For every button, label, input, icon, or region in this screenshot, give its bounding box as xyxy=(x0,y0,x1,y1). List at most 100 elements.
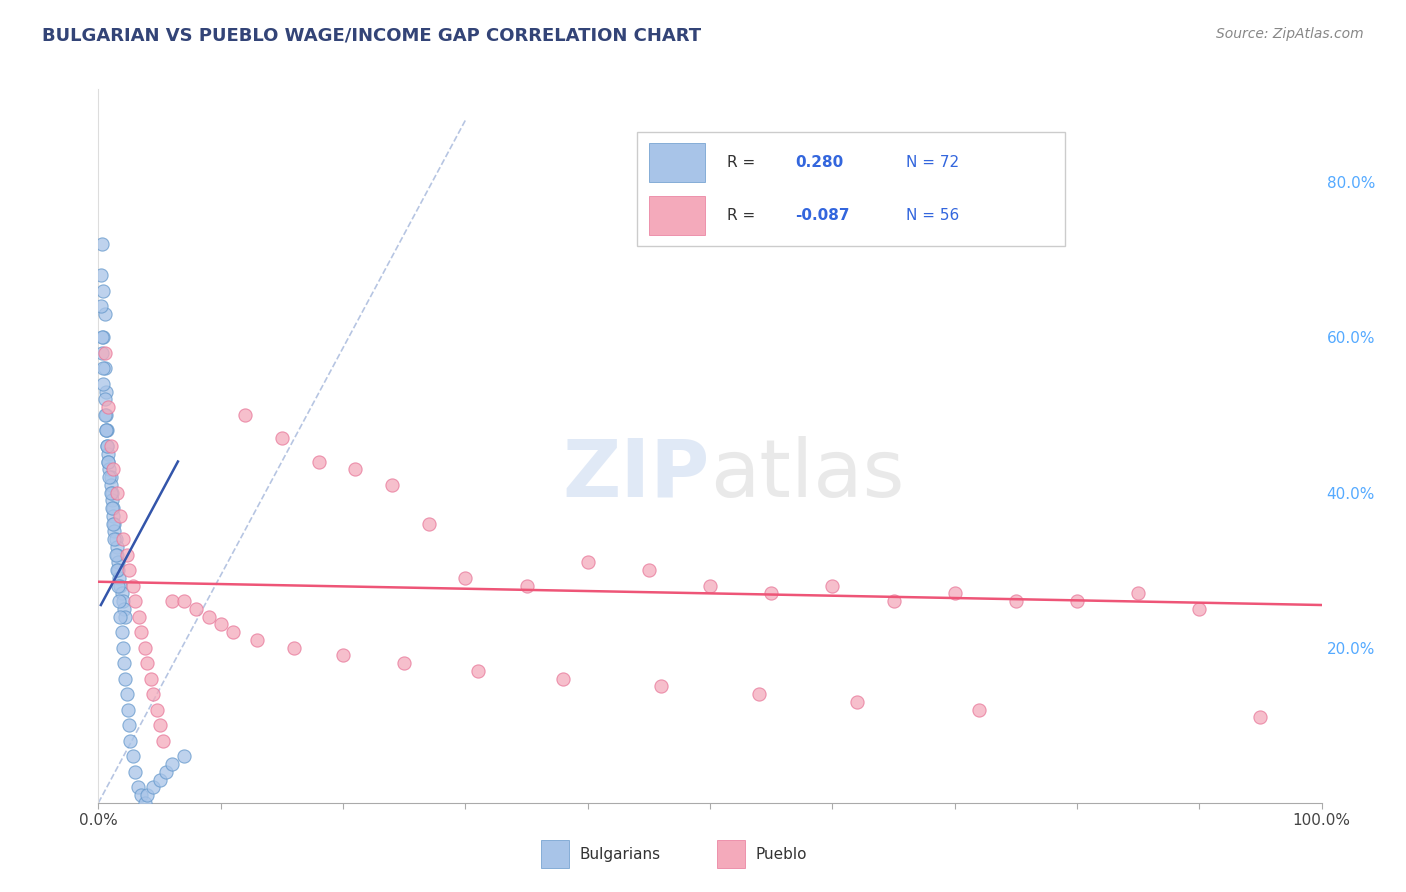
Point xyxy=(101,508,124,523)
Point xyxy=(96,424,118,438)
Point xyxy=(105,548,128,562)
Point xyxy=(100,485,122,500)
Point xyxy=(270,431,294,445)
Point xyxy=(883,594,905,608)
Point xyxy=(553,672,575,686)
Point xyxy=(160,757,183,772)
Point xyxy=(197,609,219,624)
Point xyxy=(332,648,354,663)
Point xyxy=(91,361,114,376)
Point xyxy=(94,408,117,422)
Text: atlas: atlas xyxy=(710,435,904,514)
Point xyxy=(101,493,124,508)
Point xyxy=(515,579,537,593)
Point xyxy=(107,555,129,569)
Point xyxy=(91,330,114,344)
Point xyxy=(233,408,256,422)
Point xyxy=(128,609,150,624)
Point xyxy=(149,718,172,732)
Point xyxy=(114,609,136,624)
Point xyxy=(209,617,232,632)
Point xyxy=(110,508,132,523)
Point xyxy=(136,788,159,802)
Point xyxy=(142,780,165,795)
Point xyxy=(93,361,115,376)
Point xyxy=(118,718,141,732)
Point xyxy=(748,687,770,701)
Point xyxy=(110,609,132,624)
Point xyxy=(105,563,128,577)
Point xyxy=(97,447,120,461)
Point xyxy=(96,439,118,453)
Text: N = 56: N = 56 xyxy=(907,208,960,223)
Point xyxy=(103,524,125,539)
Point xyxy=(1188,602,1211,616)
Point xyxy=(112,656,135,670)
Point xyxy=(943,586,966,600)
Text: R =: R = xyxy=(727,155,755,170)
Point xyxy=(97,454,120,468)
Text: R =: R = xyxy=(727,208,755,223)
Point xyxy=(1128,586,1150,600)
Point xyxy=(967,703,990,717)
Text: ZIP: ZIP xyxy=(562,435,710,514)
Point xyxy=(91,237,114,252)
Text: -0.087: -0.087 xyxy=(794,208,849,223)
Point xyxy=(129,625,152,640)
Point xyxy=(392,656,416,670)
Point xyxy=(105,540,128,554)
Point xyxy=(121,579,143,593)
Point xyxy=(97,454,120,468)
Text: N = 72: N = 72 xyxy=(907,155,959,170)
Point xyxy=(118,563,141,577)
Point xyxy=(111,586,134,600)
Point xyxy=(111,594,134,608)
Point xyxy=(91,376,114,391)
Point xyxy=(121,749,143,764)
Point xyxy=(100,470,122,484)
Point xyxy=(101,516,124,531)
Point xyxy=(222,625,245,640)
Point xyxy=(108,594,131,608)
Point xyxy=(107,579,129,593)
Point xyxy=(114,672,136,686)
Point xyxy=(124,594,146,608)
Point xyxy=(160,594,183,608)
Point xyxy=(93,392,115,407)
Point xyxy=(117,703,139,717)
Point xyxy=(112,602,135,616)
Point xyxy=(139,672,162,686)
Point xyxy=(1249,710,1271,724)
Point xyxy=(90,268,112,283)
Point xyxy=(454,571,477,585)
Point xyxy=(136,656,159,670)
Point xyxy=(94,424,117,438)
Point xyxy=(576,555,599,569)
Text: 0.280: 0.280 xyxy=(794,155,844,170)
Point xyxy=(108,571,131,585)
Point xyxy=(115,548,138,562)
Point xyxy=(96,439,118,453)
Point xyxy=(90,299,112,313)
Point xyxy=(761,586,783,600)
Point xyxy=(103,516,125,531)
Point xyxy=(146,703,169,717)
Point xyxy=(129,788,152,802)
Point xyxy=(186,602,208,616)
Bar xyxy=(650,144,706,182)
Bar xyxy=(717,840,745,868)
Point xyxy=(111,640,134,655)
Text: Source: ZipAtlas.com: Source: ZipAtlas.com xyxy=(1216,27,1364,41)
Point xyxy=(467,664,489,678)
Point xyxy=(283,640,305,655)
Point xyxy=(115,687,138,701)
Point xyxy=(699,579,721,593)
Point xyxy=(308,454,330,468)
Bar xyxy=(541,840,569,868)
Bar xyxy=(650,196,706,235)
Point xyxy=(91,284,114,298)
Point xyxy=(173,749,195,764)
Text: BULGARIAN VS PUEBLO WAGE/INCOME GAP CORRELATION CHART: BULGARIAN VS PUEBLO WAGE/INCOME GAP CORR… xyxy=(42,27,702,45)
Point xyxy=(100,439,122,453)
Point xyxy=(418,516,440,531)
